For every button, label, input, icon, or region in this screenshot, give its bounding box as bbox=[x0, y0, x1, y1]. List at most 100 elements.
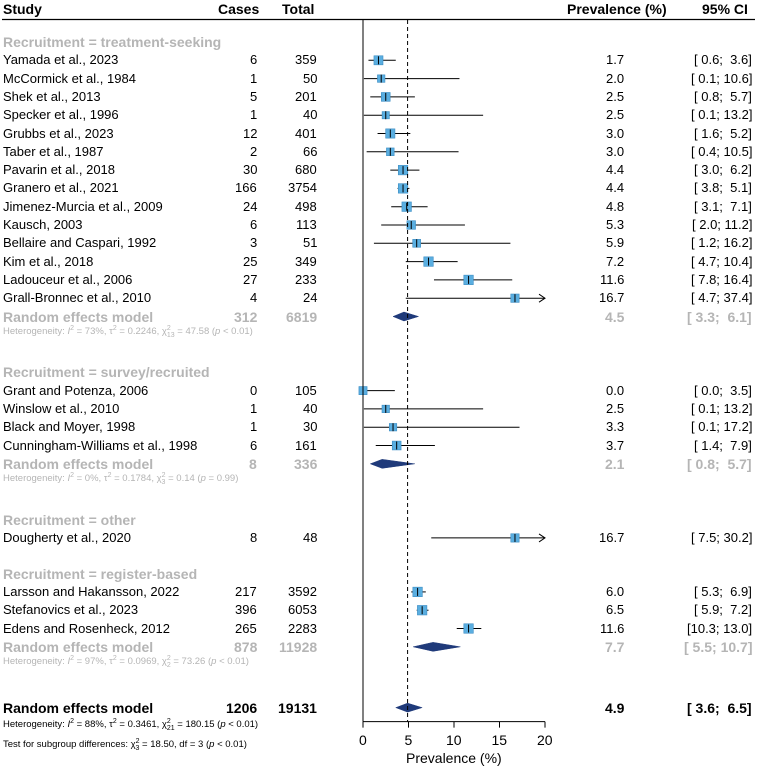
study-ci: [ 3.8; 5.1] bbox=[694, 180, 752, 196]
study-ci: [ 0.1; 10.6] bbox=[691, 70, 753, 86]
het-part: 2 bbox=[70, 717, 74, 725]
study-total: 105 bbox=[295, 382, 317, 398]
study-prevalence: 3.3 bbox=[606, 419, 625, 435]
group-heterogeneity: Heterogeneity: I2 = 73%, τ2 = 0.2246, χ2… bbox=[3, 325, 253, 339]
study-total: 66 bbox=[303, 143, 318, 159]
study-cases: 4 bbox=[250, 290, 258, 306]
study-prevalence: 3.0 bbox=[606, 143, 625, 159]
study-total: 30 bbox=[303, 419, 318, 435]
group-label: Recruitment = survey/recruited bbox=[3, 364, 210, 381]
study-cases: 27 bbox=[243, 271, 258, 287]
het-part: = 0.3461, χ bbox=[116, 718, 167, 730]
study-ci: [ 4.7; 37.4] bbox=[691, 290, 753, 306]
study-cases: 8 bbox=[250, 529, 258, 545]
pooled-ci: [ 0.8; 5.7] bbox=[687, 455, 752, 472]
overall-label: Random effects model bbox=[3, 699, 154, 716]
study-prevalence: 11.6 bbox=[600, 620, 625, 636]
het-part: I bbox=[67, 656, 71, 668]
study-prevalence: 4.8 bbox=[606, 198, 625, 214]
x-tick-label: 10 bbox=[446, 731, 462, 748]
study-total: 233 bbox=[295, 271, 317, 287]
study-cases: 1 bbox=[250, 70, 258, 86]
het-part: 13 bbox=[166, 331, 175, 339]
het-part: p bbox=[211, 656, 217, 668]
pooled-cases: 312 bbox=[234, 308, 258, 325]
het-part: I bbox=[67, 718, 71, 730]
subgroup-test: Test for subgroup differences: χ23 = 18.… bbox=[3, 738, 247, 752]
het-part: < 0.01) bbox=[214, 739, 247, 751]
het-part: = 73%, τ bbox=[73, 325, 113, 337]
study-total: 2283 bbox=[288, 620, 317, 636]
study-cases: 6 bbox=[250, 217, 258, 232]
pooled-ci: [ 3.3; 6.1] bbox=[687, 308, 752, 325]
study-total: 3592 bbox=[288, 583, 317, 599]
study-name: Larsson and Hakansson, 2022 bbox=[3, 583, 180, 599]
x-tick-label: 15 bbox=[491, 731, 508, 748]
study-total: 48 bbox=[303, 529, 318, 545]
het-part: Heterogeneity: bbox=[3, 473, 68, 485]
study-cases: 0 bbox=[250, 382, 258, 398]
study-name: Specker et al., 1996 bbox=[3, 107, 119, 123]
study-prevalence: 1.7 bbox=[606, 52, 625, 68]
study-cases: 396 bbox=[235, 602, 257, 618]
pooled-prevalence: 2.1 bbox=[605, 455, 625, 472]
pooled-label: Random effects model bbox=[3, 455, 154, 472]
header-study: Study bbox=[3, 1, 42, 17]
study-cases: 5 bbox=[250, 88, 258, 104]
forest-plot-svg bbox=[2, 18, 755, 728]
het-part: = 18.50, df = 3 ( bbox=[139, 739, 210, 751]
pooled-prevalence: 7.7 bbox=[605, 638, 625, 655]
het-part: = 0.14 ( bbox=[165, 473, 201, 485]
study-prevalence: 4.4 bbox=[606, 180, 625, 196]
study-name: Taber et al., 1987 bbox=[3, 143, 104, 159]
header-ci: 95% CI bbox=[702, 1, 748, 17]
study-prevalence: 5.3 bbox=[606, 217, 625, 232]
pooled-total: 336 bbox=[294, 455, 318, 472]
study-ci: [10.3; 13.0] bbox=[687, 620, 753, 636]
het-part: = 73.26 ( bbox=[170, 656, 212, 668]
study-name: Granero et al., 2021 bbox=[3, 180, 119, 196]
het-part: = 0.2246, χ bbox=[116, 325, 167, 337]
study-cases: 265 bbox=[235, 620, 257, 636]
study-total: 349 bbox=[295, 253, 317, 269]
ci-arrow bbox=[538, 293, 546, 303]
het-part: 2 bbox=[112, 717, 117, 725]
study-total: 51 bbox=[303, 235, 318, 251]
study-prevalence: 11.6 bbox=[600, 271, 625, 287]
het-part: I bbox=[67, 325, 71, 337]
study-cases: 24 bbox=[243, 198, 258, 214]
group-label: Recruitment = other bbox=[3, 511, 136, 528]
overall-ci: [ 3.6; 6.5] bbox=[687, 699, 752, 716]
header-prevalence: Prevalence (%) bbox=[567, 1, 667, 17]
study-name: Yamada et al., 2023 bbox=[3, 52, 119, 68]
study-cases: 2 bbox=[250, 143, 258, 159]
study-ci: [ 0.1; 13.2] bbox=[691, 400, 753, 416]
study-name: Bellaire and Caspari, 1992 bbox=[3, 235, 157, 251]
het-part: = 97%, τ bbox=[73, 656, 113, 668]
x-tick-label: 0 bbox=[359, 731, 367, 748]
study-prevalence: 6.5 bbox=[606, 602, 625, 618]
study-ci: [ 2.0; 11.2] bbox=[692, 217, 753, 232]
study-ci: [ 0.1; 17.2] bbox=[691, 419, 753, 435]
study-ci: [ 0.8; 5.7] bbox=[694, 88, 752, 104]
study-cases: 6 bbox=[250, 52, 258, 68]
het-part: = 0.0969, χ bbox=[116, 656, 167, 668]
het-part: < 0.01) bbox=[225, 718, 259, 730]
study-total: 40 bbox=[303, 107, 318, 123]
study-name: Dougherty et al., 2020 bbox=[3, 529, 131, 545]
het-part: Heterogeneity: bbox=[3, 718, 68, 730]
study-cases: 1 bbox=[250, 400, 258, 416]
study-total: 201 bbox=[295, 88, 317, 104]
study-prevalence: 6.0 bbox=[606, 583, 625, 599]
het-part: p bbox=[200, 473, 206, 485]
study-prevalence: 2.5 bbox=[606, 400, 625, 416]
het-part: I bbox=[67, 473, 71, 485]
pooled-diamond bbox=[392, 311, 420, 322]
het-part: 2 bbox=[112, 324, 117, 332]
pooled-ci: [ 5.5; 10.7] bbox=[684, 638, 753, 655]
study-ci: [ 0.4; 10.5] bbox=[691, 143, 753, 159]
study-name: Grubbs et al., 2023 bbox=[3, 125, 114, 141]
study-name: Pavarin et al., 2018 bbox=[3, 162, 116, 178]
study-name: Kim et al., 2018 bbox=[3, 253, 94, 269]
